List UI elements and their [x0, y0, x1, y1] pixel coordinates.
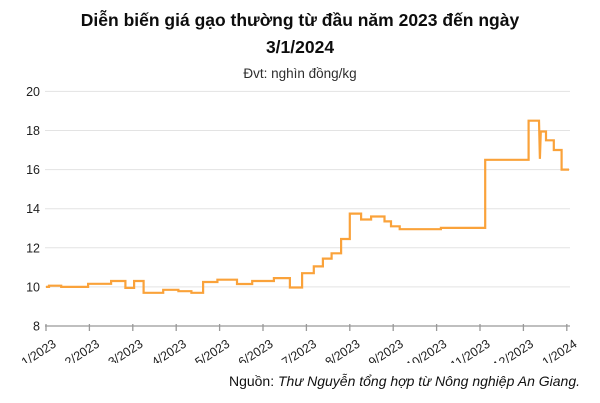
x-tick-label-2/2023: 2/2023	[62, 337, 102, 363]
x-tick-label-12/2023: 12/2023	[491, 337, 537, 363]
chart-title-line1: Diễn biến giá gạo thường từ đầu năm 2023…	[80, 10, 520, 30]
x-tick-label-1/2024: 1/2024	[540, 337, 580, 363]
y-tick-label-10: 10	[26, 280, 40, 294]
source-label: Nguồn:	[228, 373, 278, 389]
price-series-line	[46, 119, 569, 294]
x-tick-label-11/2023: 11/2023	[448, 337, 493, 363]
y-tick-label-16: 16	[26, 163, 40, 177]
x-tick-label-4/2023: 4/2023	[149, 337, 189, 363]
x-tick-label-1/2023: 1/2023	[19, 337, 59, 363]
y-tick-label-20: 20	[26, 85, 40, 99]
y-tick-label-12: 12	[26, 241, 40, 255]
x-tick-label-9/2023: 9/2023	[366, 337, 406, 363]
y-axis-labels: 8 10 12 14 16 18 20	[26, 85, 40, 334]
chart-unit-subtitle: Đvt: nghìn đồng/kg	[243, 66, 357, 81]
x-tick-label-6/2023: 6/2023	[236, 337, 276, 363]
x-tick-label-8/2023: 8/2023	[323, 337, 363, 363]
y-tick-label-18: 18	[26, 124, 40, 138]
price-line-plot: 8 10 12 14 16 18 20 1/2023 2/2023 3/2023 4/2023 5/2…	[19, 85, 580, 363]
source-text: Thư Nguyễn tổng hợp từ Nông nghiệp An Gi…	[278, 373, 580, 389]
x-tick-label-7/2023: 7/2023	[279, 337, 319, 363]
x-axis	[45, 324, 570, 331]
x-tick-label-10/2023: 10/2023	[404, 337, 450, 363]
x-tick-label-5/2023: 5/2023	[193, 337, 233, 363]
x-axis-labels: 1/2023 2/2023 3/2023 4/2023 5/2023 6/2023 7/20…	[19, 337, 580, 363]
source-note: Nguồn: Thư Nguyễn tổng hợp từ Nông nghiệ…	[0, 373, 580, 389]
gridlines	[45, 90, 570, 288]
x-tick-label-3/2023: 3/2023	[106, 337, 146, 363]
y-tick-label-8: 8	[33, 320, 40, 334]
chart-title-line2: 3/1/2024	[265, 37, 335, 57]
y-tick-label-14: 14	[26, 202, 40, 216]
chart-title: Diễn biến giá gạo thường từ đầu năm 2023…	[0, 7, 600, 61]
